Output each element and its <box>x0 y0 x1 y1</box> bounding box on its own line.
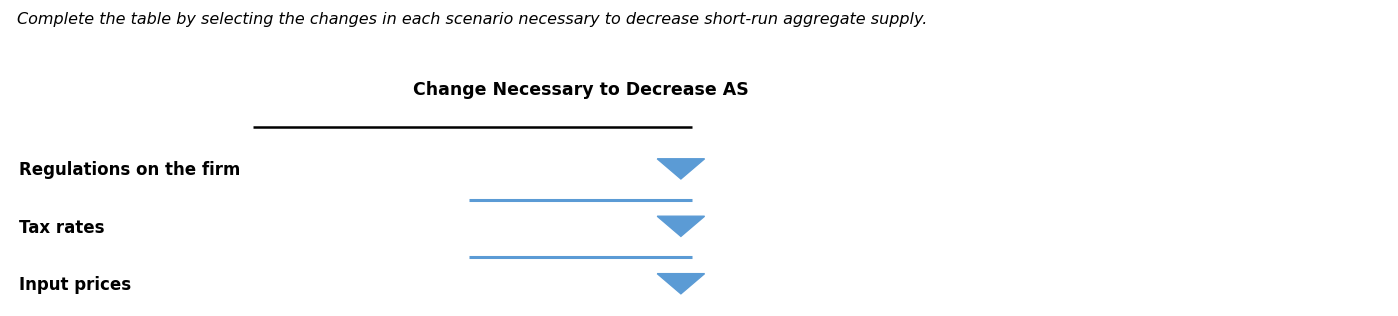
Text: Complete the table by selecting the changes in each scenario necessary to decrea: Complete the table by selecting the chan… <box>17 12 927 27</box>
Polygon shape <box>657 274 705 294</box>
Text: Input prices: Input prices <box>20 276 131 294</box>
Polygon shape <box>657 216 705 236</box>
Polygon shape <box>657 159 705 179</box>
Text: Regulations on the firm: Regulations on the firm <box>20 161 240 179</box>
Text: Tax rates: Tax rates <box>20 219 105 237</box>
Text: Change Necessary to Decrease AS: Change Necessary to Decrease AS <box>412 81 748 99</box>
